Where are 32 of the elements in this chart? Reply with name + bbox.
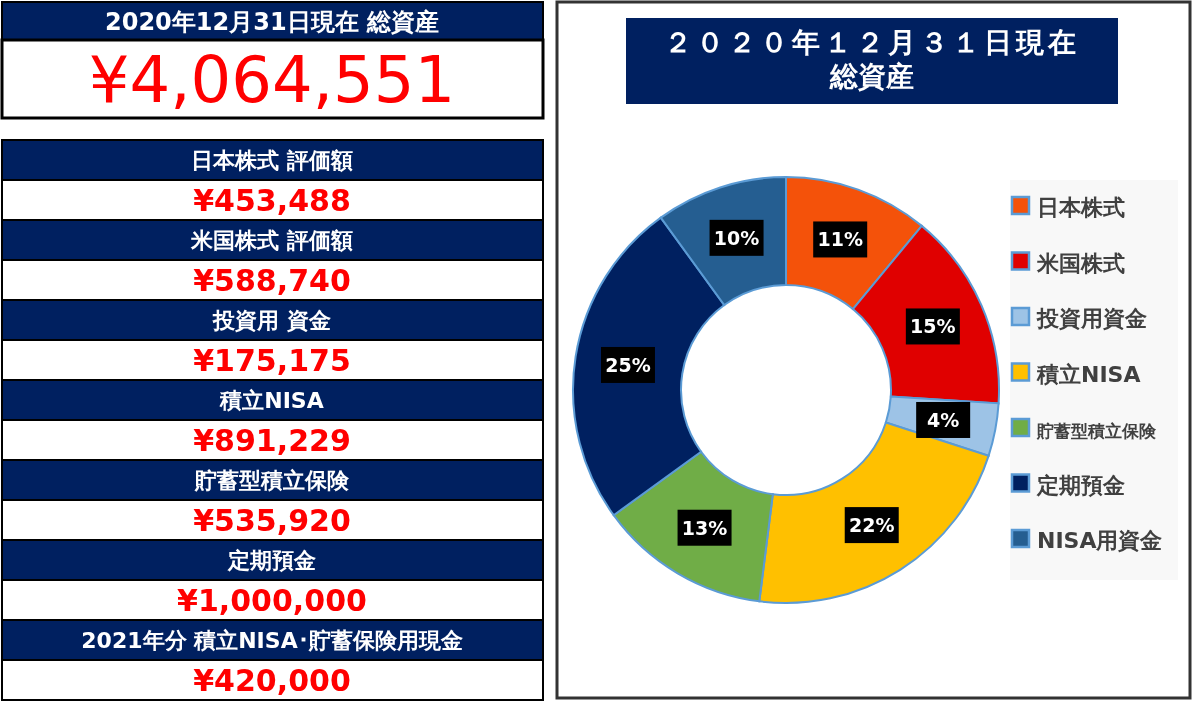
text: ¥4,064,551 <box>88 43 456 117</box>
legend-label: NISA用資金 <box>1037 528 1163 553</box>
legend-label: 米国株式 <box>1036 250 1125 276</box>
text: 2020年12月31日現在 総資産 <box>105 8 439 36</box>
text: 積立NISA <box>219 388 324 413</box>
text: ¥1,000,000 <box>177 583 367 618</box>
text: 投資用 資金 <box>212 308 331 333</box>
text: 貯蓄型積立保険 <box>194 468 350 493</box>
text: 定期預金 <box>227 548 316 573</box>
legend-label: 投資用資金 <box>1036 306 1147 331</box>
text: ¥175,175 <box>193 343 351 378</box>
legend-label: 貯蓄型積立保険 <box>1036 421 1157 441</box>
text: ¥420,000 <box>193 663 351 698</box>
chart-title: ２０２０年１２月３１日現在 <box>664 26 1080 59</box>
data-label: 13% <box>681 516 728 539</box>
text: ¥535,920 <box>193 503 351 538</box>
data-label: 11% <box>817 228 863 251</box>
data-label: 4% <box>927 408 960 431</box>
text: 2021年分 積立NISA･貯蓄保険用現金 <box>81 628 463 653</box>
text: 米国株式 評価額 <box>190 228 353 253</box>
legend-label: 定期預金 <box>1036 472 1125 498</box>
data-label: 25% <box>605 353 651 376</box>
text: ¥453,488 <box>193 183 351 218</box>
text: ¥588,740 <box>193 263 351 298</box>
text: 日本株式 評価額 <box>191 148 353 173</box>
text: ¥891,229 <box>193 423 351 458</box>
data-label: 15% <box>910 315 956 338</box>
legend-label: 日本株式 <box>1037 195 1125 220</box>
data-label: 22% <box>848 514 895 537</box>
chart-subtitle: 総資産 <box>829 60 914 93</box>
data-label: 10% <box>713 226 760 249</box>
legend-label: 積立NISA <box>1036 361 1141 387</box>
